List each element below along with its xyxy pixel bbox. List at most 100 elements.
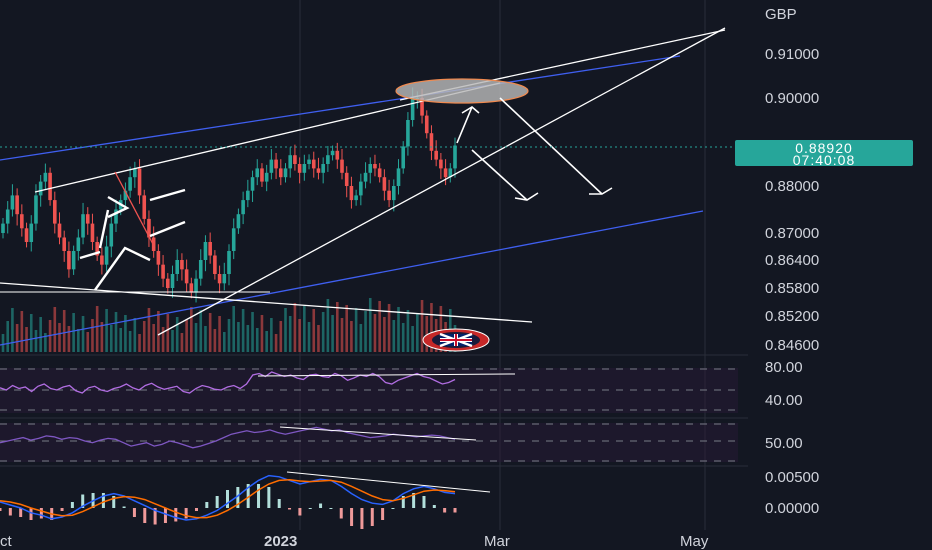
candle-body — [90, 223, 95, 242]
volume-bar — [298, 319, 301, 352]
candle-body — [424, 115, 429, 134]
volume-bar — [77, 329, 80, 352]
candle-body — [133, 168, 137, 178]
volume-bar — [307, 322, 311, 352]
volume-bar — [420, 300, 424, 352]
volume-bar — [62, 310, 66, 352]
macd-hist-bar — [453, 508, 457, 513]
candle-body — [278, 168, 283, 178]
volume-bar — [241, 309, 245, 352]
volume-bar — [227, 319, 231, 352]
candle-body — [76, 237, 81, 251]
macd-hist-bar — [70, 502, 74, 508]
candle-body — [377, 168, 382, 178]
candle-body — [250, 177, 255, 191]
volume-bar — [20, 311, 24, 352]
candle-body — [231, 228, 236, 251]
time-label-2023: 2023 — [264, 533, 297, 550]
volume-bar — [368, 298, 372, 352]
macd-hist-bar — [401, 496, 405, 508]
volume-bar — [208, 313, 212, 352]
volume-bar — [425, 316, 429, 352]
arrow-down-2-head — [589, 187, 613, 195]
price-tick: 0.87000 — [765, 225, 819, 242]
mark-3 — [149, 220, 186, 238]
volume-bar — [39, 317, 42, 352]
volume-bar — [350, 321, 353, 352]
volume-bar — [199, 310, 203, 352]
osc1-line — [0, 371, 456, 394]
candle-body — [175, 260, 180, 274]
volume-bar — [86, 332, 90, 352]
mark-4 — [79, 250, 101, 260]
candle-body — [213, 255, 217, 274]
volume-bar — [359, 324, 363, 352]
macd-hist-bar — [350, 508, 354, 526]
volume-bar — [58, 323, 61, 352]
candle-body — [260, 168, 264, 182]
candle-body — [439, 159, 443, 169]
volume-bar — [279, 321, 283, 352]
candle-body — [335, 150, 340, 160]
candle-body — [302, 164, 307, 173]
trendline-base — [0, 282, 533, 323]
volume-bar — [185, 320, 188, 352]
osc2-band — [0, 423, 738, 462]
macd-hist-bar — [122, 506, 126, 508]
volume-bar — [142, 321, 146, 352]
volume-bar — [345, 305, 349, 352]
macd-hist-bar — [236, 487, 240, 508]
volume-bar — [335, 302, 339, 352]
macd-hist-bar — [246, 484, 250, 508]
candle-body — [410, 98, 415, 120]
volume-bar — [128, 331, 132, 352]
volume-bar — [218, 316, 221, 352]
candle-body — [109, 223, 114, 247]
price-tick: 0.85800 — [765, 280, 819, 297]
osc2-tick-50: 50.00 — [765, 435, 803, 452]
candle-body — [373, 164, 377, 169]
macd-hist-bar — [277, 499, 281, 508]
candle-body — [391, 186, 396, 201]
candle-body — [114, 209, 118, 224]
volume-bar — [6, 321, 10, 352]
candle-body — [246, 190, 250, 201]
volume-bar — [246, 325, 250, 352]
candle-body — [330, 150, 335, 156]
volume-bar — [326, 299, 330, 352]
candle-body — [189, 283, 194, 293]
arrow-up-line — [456, 106, 473, 144]
volume-bar — [175, 317, 179, 352]
macd-hist-bar — [267, 487, 271, 508]
candle-body — [95, 242, 99, 256]
price-tick: 0.90000 — [765, 90, 819, 107]
candle-body — [161, 264, 165, 279]
last-price-badge: 0.88920 07:40:08 — [735, 140, 913, 167]
candle-body — [38, 181, 43, 196]
volume-bar — [100, 322, 104, 352]
volume-bar — [270, 318, 273, 352]
trendline-rising — [157, 27, 726, 336]
candle-body — [406, 120, 410, 147]
candle-body — [293, 155, 297, 164]
volume-bar — [303, 306, 306, 352]
volume-bar — [222, 332, 226, 352]
candle-body — [288, 155, 293, 169]
candle-body — [24, 228, 29, 242]
volume-bar — [439, 306, 443, 352]
volume-bar — [373, 314, 377, 352]
candle-body — [448, 168, 453, 178]
candle-body — [387, 190, 391, 201]
volume-bar — [166, 314, 170, 352]
candle-body — [453, 145, 457, 169]
candle-body — [269, 159, 274, 173]
volume-bar — [11, 308, 14, 352]
candle-body — [137, 168, 142, 196]
macd-hist-bar — [308, 508, 312, 509]
candle-body — [85, 214, 90, 224]
macd-hist-bar — [19, 508, 23, 517]
volume-bar — [387, 304, 391, 352]
volume-bar — [411, 326, 414, 352]
candle-body — [316, 168, 321, 173]
volume-bar — [204, 326, 207, 352]
